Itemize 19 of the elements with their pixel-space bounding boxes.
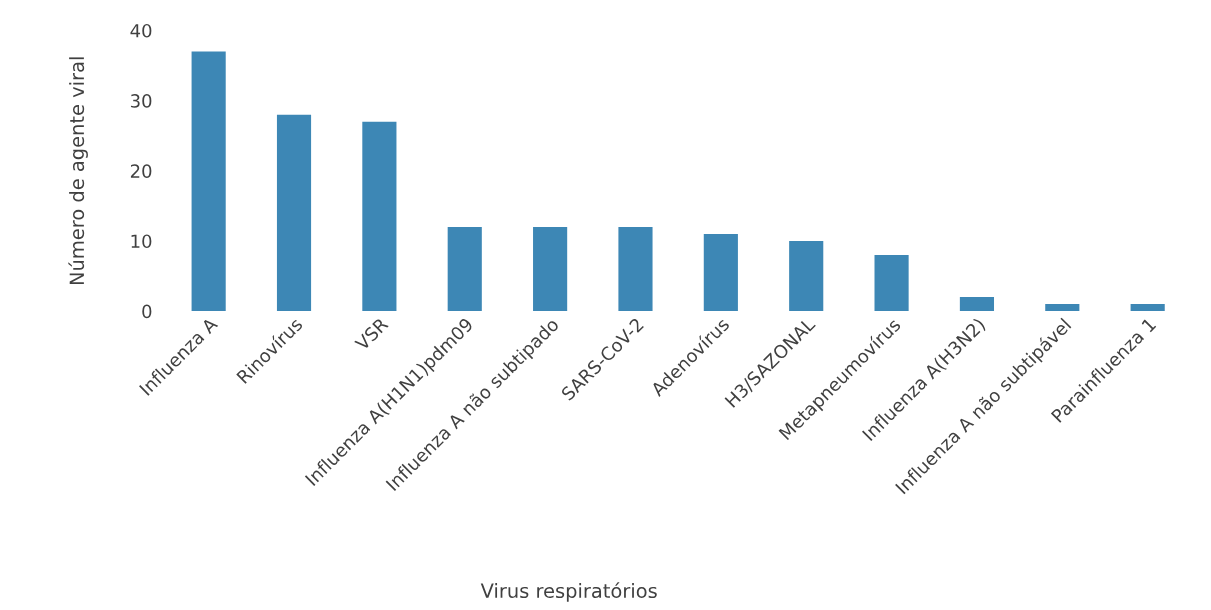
y-tick-label: 40	[130, 23, 152, 38]
y-axis-title: Número de agente viral	[68, 57, 88, 285]
bar	[618, 226, 653, 312]
bar	[959, 297, 995, 312]
bar	[447, 226, 482, 312]
bar	[874, 254, 909, 312]
bar	[362, 121, 397, 312]
bar	[1045, 304, 1080, 312]
bar	[533, 226, 568, 312]
bar	[789, 240, 824, 312]
bar	[703, 233, 738, 312]
y-tick-label: 0	[142, 304, 152, 319]
y-tick-label: 10	[131, 234, 152, 249]
y-tick-label: 30	[130, 94, 152, 108]
y-tick-label: 20	[130, 164, 152, 178]
bar	[191, 51, 226, 312]
x-axis-title: Virus respiratórios	[480, 582, 657, 602]
bar	[1130, 304, 1165, 312]
bar	[276, 114, 312, 312]
